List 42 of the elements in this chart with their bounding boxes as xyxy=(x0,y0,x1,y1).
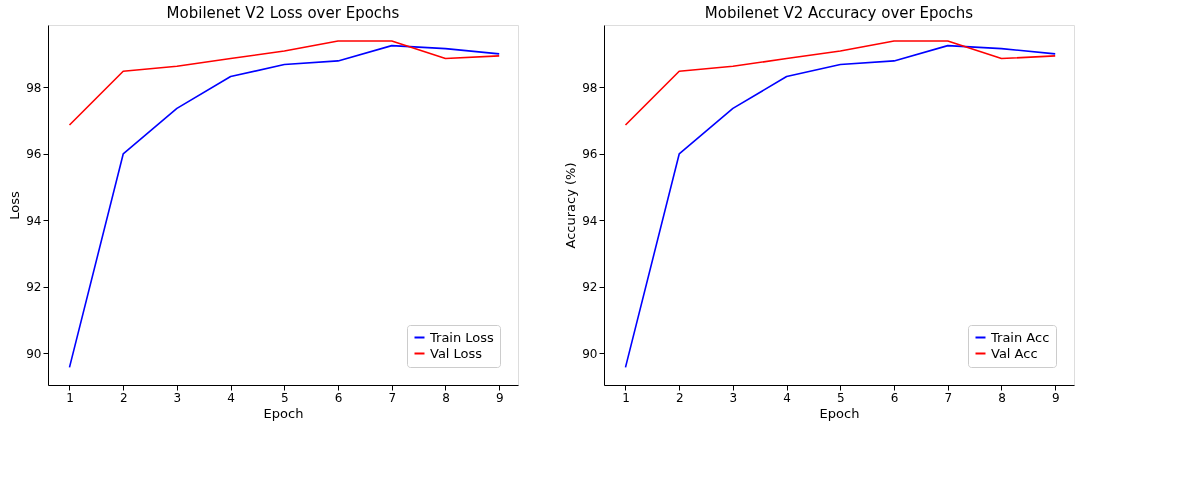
line-series xyxy=(624,40,1056,126)
y-tick-label: 90 xyxy=(26,346,42,361)
line-series xyxy=(624,44,1056,369)
x-tick-label: 6 xyxy=(334,390,343,405)
x-tick-label: 4 xyxy=(783,390,791,405)
y-tick-label: 94 xyxy=(26,213,42,228)
y-tick-label: 94 xyxy=(582,213,598,228)
x-axis-title: Epoch xyxy=(819,405,860,421)
x-tick-label: 3 xyxy=(173,390,182,405)
x-tick-label: 6 xyxy=(890,390,899,405)
y-tick-label: 98 xyxy=(582,80,598,95)
y-tick-label: 92 xyxy=(582,280,598,295)
x-tick-label: 2 xyxy=(675,390,684,405)
x-tick-label: 9 xyxy=(1051,390,1060,405)
x-tick-label: 2 xyxy=(119,390,128,405)
x-axis-title: Epoch xyxy=(263,405,304,421)
legend-label: Val Loss xyxy=(430,345,483,361)
chart-title: Mobilenet V2 Accuracy over Epochs xyxy=(704,4,974,22)
x-tick-label: 7 xyxy=(388,390,397,405)
y-tick-label: 90 xyxy=(582,346,598,361)
x-tick-label: 5 xyxy=(837,390,845,405)
line-series xyxy=(68,44,500,369)
x-tick-label: 4 xyxy=(227,390,235,405)
x-tick-label: 7 xyxy=(944,390,953,405)
x-tick-label: 3 xyxy=(729,390,738,405)
legend-label: Train Loss xyxy=(429,329,495,345)
chart-title: Mobilenet V2 Loss over Epochs xyxy=(166,4,400,22)
x-tick-label: 5 xyxy=(281,390,289,405)
x-tick-label: 8 xyxy=(998,390,1006,405)
legend-label: Train Acc xyxy=(990,329,1050,345)
x-tick-label: 1 xyxy=(622,390,630,405)
x-tick-label: 8 xyxy=(442,390,450,405)
x-tick-label: 1 xyxy=(66,390,74,405)
line-series xyxy=(68,40,500,126)
y-tick-label: 96 xyxy=(26,147,42,162)
y-axis-title: Accuracy (%) xyxy=(563,162,579,249)
legend-label: Val Acc xyxy=(991,345,1038,361)
x-tick-label: 9 xyxy=(495,390,504,405)
y-tick-label: 92 xyxy=(26,280,42,295)
y-tick-label: 96 xyxy=(582,147,598,162)
y-tick-label: 98 xyxy=(26,80,42,95)
y-axis-title: Loss xyxy=(7,191,23,220)
